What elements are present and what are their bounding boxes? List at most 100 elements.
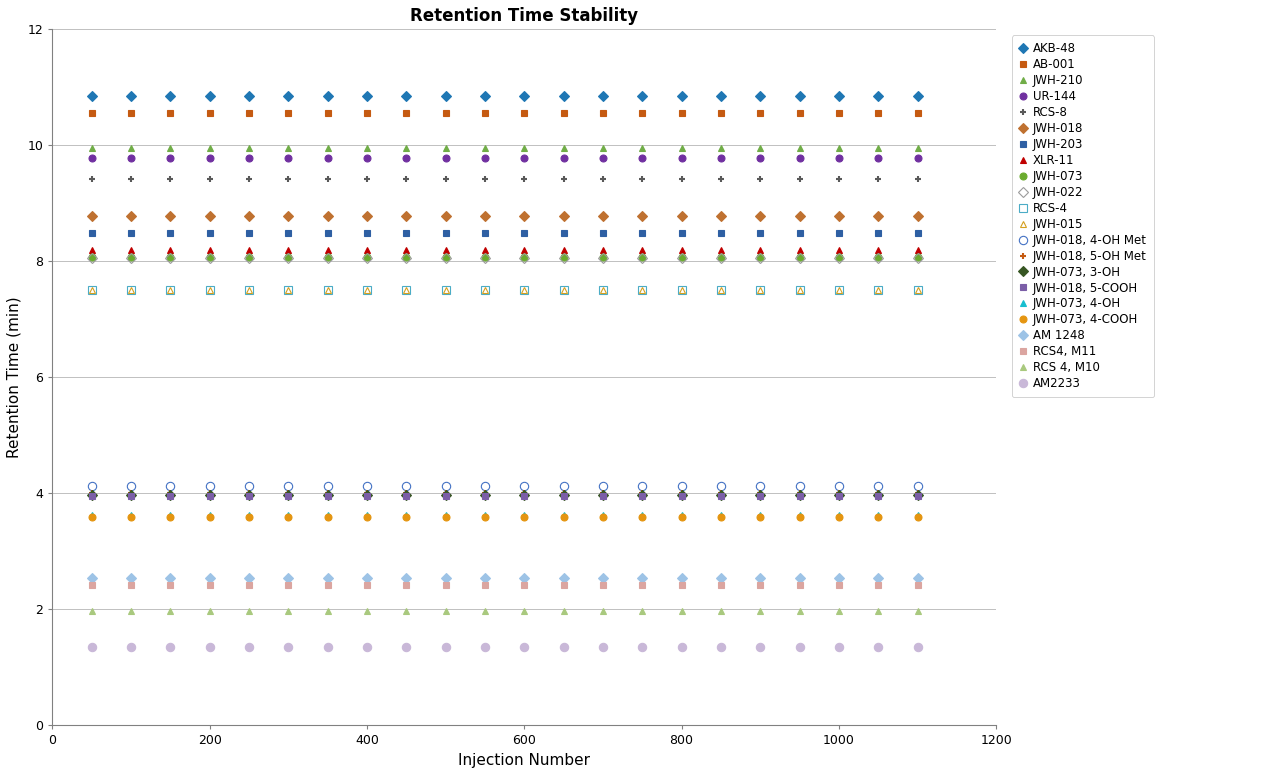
JWH-015	[634, 286, 649, 295]
JWH-022	[359, 253, 375, 263]
JWH-015	[675, 286, 690, 295]
RCS 4, M10	[753, 607, 768, 616]
JWH-073	[831, 252, 846, 261]
JWH-018, 5-OH Met	[595, 489, 610, 498]
RCS 4, M10	[478, 607, 493, 616]
AM2233	[714, 642, 729, 652]
JWH-210	[753, 143, 768, 153]
RCS-8	[202, 174, 217, 184]
Line: RCS-8: RCS-8	[88, 175, 921, 182]
JWH-203	[124, 229, 139, 238]
JWH-018, 5-OH Met	[753, 489, 768, 498]
AKB-48	[84, 91, 100, 101]
JWH-210	[320, 143, 335, 153]
RCS 4, M10	[84, 607, 100, 616]
Line: JWH-073: JWH-073	[88, 253, 921, 260]
JWH-073, 3-OH	[438, 491, 453, 500]
JWH-073, 4-COOH	[910, 512, 926, 522]
JWH-018, 5-OH Met	[202, 489, 217, 498]
JWH-073, 4-OH	[792, 511, 807, 520]
JWH-073, 3-OH	[359, 491, 375, 500]
UR-144	[202, 153, 217, 163]
RCS-4	[910, 286, 926, 295]
JWH-203	[163, 229, 178, 238]
JWH-018, 5-COOH	[595, 491, 610, 501]
RCS-4	[241, 286, 256, 295]
JWH-073	[438, 252, 453, 261]
JWH-018, 5-COOH	[241, 491, 256, 501]
UR-144	[792, 153, 807, 163]
XLR-11	[517, 245, 532, 254]
AM2233	[675, 642, 690, 652]
JWH-203	[478, 229, 493, 238]
RCS4, M11	[556, 580, 571, 590]
AKB-48	[634, 91, 649, 101]
XLR-11	[241, 245, 256, 254]
AKB-48	[478, 91, 493, 101]
AM 1248	[792, 573, 807, 582]
JWH-210	[241, 143, 256, 153]
JWH-018, 4-OH Met	[910, 482, 926, 491]
JWH-073	[163, 252, 178, 261]
AB-001	[517, 109, 532, 118]
AM 1248	[359, 573, 375, 582]
JWH-018, 4-OH Met	[438, 482, 453, 491]
RCS 4, M10	[831, 607, 846, 616]
AM 1248	[163, 573, 178, 582]
JWH-210	[281, 143, 296, 153]
JWH-203	[438, 229, 453, 238]
JWH-073	[241, 252, 256, 261]
JWH-018, 4-OH Met	[320, 482, 335, 491]
JWH-022	[320, 253, 335, 263]
Line: JWH-018, 5-COOH: JWH-018, 5-COOH	[88, 493, 921, 500]
RCS-8	[714, 174, 729, 184]
AKB-48	[910, 91, 926, 101]
AM 1248	[124, 573, 139, 582]
AB-001	[398, 109, 414, 118]
AM2233	[792, 642, 807, 652]
JWH-022	[831, 253, 846, 263]
JWH-073, 4-OH	[870, 511, 885, 520]
UR-144	[241, 153, 256, 163]
JWH-018, 5-COOH	[517, 491, 532, 501]
AM2233	[163, 642, 178, 652]
JWH-210	[831, 143, 846, 153]
XLR-11	[714, 245, 729, 254]
AKB-48	[438, 91, 453, 101]
RCS 4, M10	[714, 607, 729, 616]
JWH-073	[398, 252, 414, 261]
XLR-11	[870, 245, 885, 254]
JWH-018, 5-COOH	[870, 491, 885, 501]
Line: RCS-4: RCS-4	[87, 286, 922, 295]
JWH-018, 4-OH Met	[478, 482, 493, 491]
JWH-203	[556, 229, 571, 238]
AB-001	[124, 109, 139, 118]
AB-001	[714, 109, 729, 118]
JWH-073, 4-COOH	[398, 512, 414, 522]
JWH-018	[556, 212, 571, 221]
JWH-018	[517, 212, 532, 221]
JWH-073	[478, 252, 493, 261]
AM2233	[241, 642, 256, 652]
RCS 4, M10	[438, 607, 453, 616]
AKB-48	[595, 91, 610, 101]
XLR-11	[478, 245, 493, 254]
AM 1248	[634, 573, 649, 582]
UR-144	[320, 153, 335, 163]
AKB-48	[792, 91, 807, 101]
AB-001	[910, 109, 926, 118]
AM 1248	[398, 573, 414, 582]
JWH-203	[753, 229, 768, 238]
JWH-022	[556, 253, 571, 263]
AKB-48	[870, 91, 885, 101]
JWH-073, 3-OH	[831, 491, 846, 500]
JWH-073, 3-OH	[792, 491, 807, 500]
RCS-8	[831, 174, 846, 184]
XLR-11	[675, 245, 690, 254]
JWH-073, 4-OH	[714, 511, 729, 520]
RCS-8	[84, 174, 100, 184]
Line: JWH-022: JWH-022	[88, 255, 921, 262]
RCS 4, M10	[359, 607, 375, 616]
RCS-8	[478, 174, 493, 184]
JWH-210	[438, 143, 453, 153]
